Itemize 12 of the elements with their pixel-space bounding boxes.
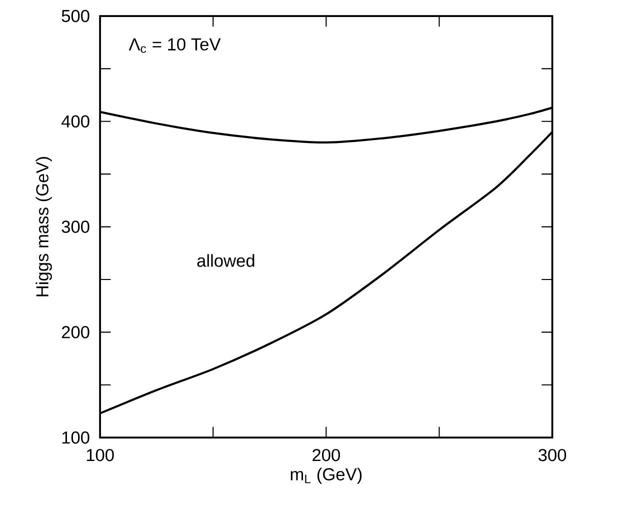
y-tick-label: 100 [62, 431, 90, 444]
annotation: Λ$_{c}$ = 10 TeV [128, 38, 221, 53]
x-tick-label: 100 [86, 448, 114, 462]
x-tick-label: 300 [538, 448, 566, 462]
x-tick-label: 200 [312, 448, 340, 462]
annotation: allowed [197, 254, 254, 267]
y-tick-label: 500 [62, 10, 90, 22]
y-tick-label: 200 [62, 326, 90, 338]
x-axis-title: m$_{L}$ (GeV) [290, 468, 362, 484]
y-tick-label: 400 [61, 115, 90, 128]
y-tick-label: 300 [62, 220, 90, 233]
y-axis-title: Higgs mass (GeV) [36, 157, 52, 296]
